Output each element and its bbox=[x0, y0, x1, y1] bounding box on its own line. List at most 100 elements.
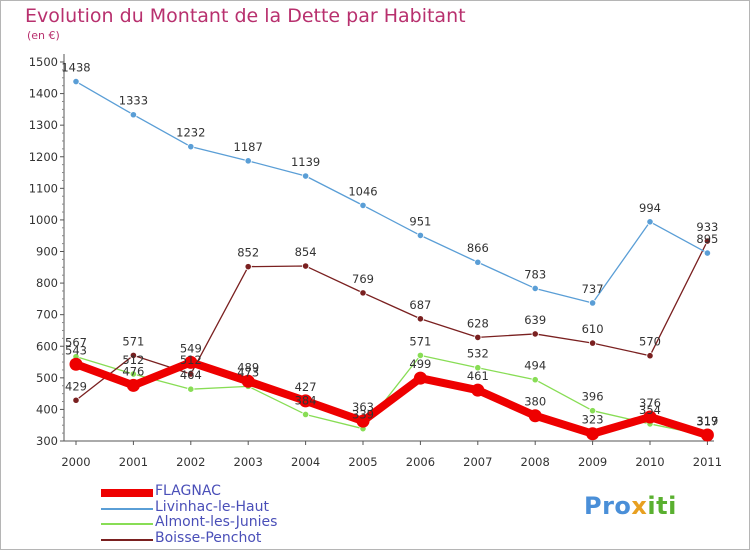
data-label: 895 bbox=[696, 232, 718, 246]
x-tick-label: 2000 bbox=[61, 455, 90, 469]
data-point bbox=[531, 330, 539, 338]
data-point bbox=[474, 333, 482, 342]
legend-swatch bbox=[101, 523, 153, 525]
data-label: 396 bbox=[582, 390, 604, 404]
data-point bbox=[531, 376, 539, 384]
data-label: 866 bbox=[467, 241, 489, 255]
legend-swatch bbox=[101, 489, 153, 497]
data-label: 429 bbox=[65, 379, 87, 393]
data-label: 783 bbox=[524, 267, 546, 281]
data-label: 489 bbox=[237, 360, 259, 374]
data-label: 319 bbox=[696, 414, 718, 428]
legend-swatch bbox=[101, 538, 153, 541]
data-point bbox=[474, 258, 482, 266]
data-point bbox=[643, 410, 657, 424]
data-point bbox=[72, 396, 80, 404]
logo-part-2: x bbox=[631, 492, 648, 520]
data-label: 473 bbox=[237, 365, 259, 379]
data-label: 543 bbox=[65, 343, 87, 357]
legend-label: Almont-les-Junies bbox=[155, 514, 278, 530]
data-point bbox=[129, 111, 137, 119]
data-label: 461 bbox=[467, 369, 489, 383]
data-point bbox=[646, 218, 654, 226]
data-point bbox=[586, 427, 600, 441]
x-tick-label: 2007 bbox=[463, 455, 492, 469]
data-label: 628 bbox=[467, 316, 489, 330]
data-point bbox=[301, 262, 310, 270]
data-point bbox=[588, 299, 597, 307]
data-point bbox=[187, 143, 195, 151]
data-point bbox=[126, 378, 140, 392]
x-tick-label: 2005 bbox=[348, 455, 377, 469]
data-label: 512 bbox=[180, 353, 202, 367]
x-tick-label: 2008 bbox=[521, 455, 550, 469]
data-point bbox=[356, 414, 370, 428]
data-point bbox=[299, 394, 313, 408]
x-tick-label: 2001 bbox=[119, 455, 148, 469]
data-point bbox=[129, 370, 137, 378]
chart-unit: (en €) bbox=[27, 29, 60, 42]
y-tick-label: 1200 bbox=[29, 150, 58, 164]
y-tick-label: 1000 bbox=[29, 213, 58, 227]
data-label: 376 bbox=[639, 396, 661, 410]
data-point bbox=[187, 370, 195, 378]
data-point bbox=[416, 351, 424, 360]
data-label: 852 bbox=[237, 246, 259, 260]
data-label: 567 bbox=[65, 336, 87, 350]
y-tick-label: 700 bbox=[36, 308, 58, 322]
data-point bbox=[588, 339, 597, 347]
data-label: 854 bbox=[295, 245, 317, 259]
data-label: 1139 bbox=[291, 155, 320, 169]
data-label: 323 bbox=[582, 413, 604, 427]
data-label: 1046 bbox=[348, 184, 377, 198]
data-point bbox=[531, 284, 539, 293]
data-label: 427 bbox=[295, 380, 317, 394]
data-label: 687 bbox=[409, 298, 431, 312]
data-point bbox=[359, 289, 367, 297]
data-point bbox=[528, 409, 542, 423]
data-label: 317 bbox=[696, 415, 718, 429]
data-label: 494 bbox=[524, 359, 546, 373]
proxiti-logo: Proxiti bbox=[584, 492, 677, 520]
data-point bbox=[241, 374, 255, 388]
y-tick-label: 1100 bbox=[29, 181, 58, 195]
data-point bbox=[416, 231, 424, 239]
data-point bbox=[588, 407, 597, 415]
data-label: 476 bbox=[122, 364, 144, 378]
y-tick-label: 1400 bbox=[29, 87, 58, 101]
data-point bbox=[416, 315, 424, 323]
data-label: 1232 bbox=[176, 126, 205, 140]
legend-label: Livinhac-le-Haut bbox=[155, 498, 269, 515]
data-point bbox=[646, 352, 654, 360]
data-label: 354 bbox=[639, 403, 661, 417]
series-line-2 bbox=[75, 354, 709, 437]
data-point bbox=[129, 351, 137, 360]
x-tick-label: 2010 bbox=[635, 455, 664, 469]
data-label: 1438 bbox=[61, 61, 90, 75]
data-point bbox=[471, 383, 485, 397]
y-tick-label: 900 bbox=[36, 245, 58, 259]
data-point bbox=[474, 364, 482, 372]
x-tick-label: 2006 bbox=[406, 455, 435, 469]
logo-part-1: Pro bbox=[584, 492, 632, 520]
y-tick-label: 600 bbox=[36, 339, 58, 353]
data-label: 639 bbox=[524, 313, 546, 327]
data-label: 464 bbox=[180, 368, 202, 382]
data-label: 610 bbox=[582, 322, 604, 336]
series-line-0 bbox=[72, 358, 712, 439]
x-tick-label: 2009 bbox=[578, 455, 607, 469]
data-point bbox=[703, 237, 712, 245]
logo-part-3: iti bbox=[647, 492, 677, 520]
x-tick-label: 2011 bbox=[693, 455, 722, 469]
data-point bbox=[244, 157, 252, 165]
data-point bbox=[187, 385, 195, 393]
data-label: 571 bbox=[409, 334, 431, 348]
y-tick-label: 500 bbox=[36, 371, 58, 385]
x-tick-label: 2003 bbox=[234, 455, 263, 469]
data-label: 1187 bbox=[234, 140, 263, 154]
x-tick-label: 2004 bbox=[291, 455, 320, 469]
data-point bbox=[413, 371, 427, 385]
legend-label: Boisse-Penchot bbox=[155, 529, 262, 546]
data-label: 1333 bbox=[119, 94, 148, 108]
